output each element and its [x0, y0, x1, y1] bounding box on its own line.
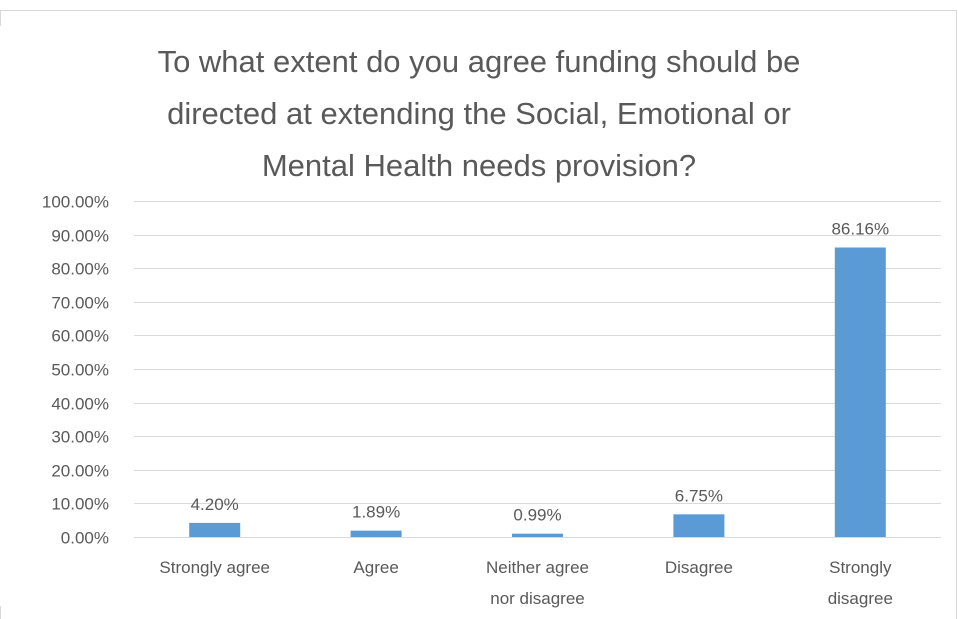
y-tick-label: 70.00% — [51, 294, 109, 313]
y-tick-label: 10.00% — [51, 495, 109, 514]
data-labels: 4.20% 1.89% 0.99% 6.75% 86.16% — [191, 220, 890, 525]
y-axis-tick-labels: 0.00% 10.00% 20.00% 30.00% 40.00% 50.00% 60.00… — [42, 193, 109, 548]
bars — [189, 247, 886, 538]
data-label: 4.20% — [191, 495, 239, 514]
y-tick-label: 30.00% — [51, 428, 109, 447]
category-labels: Strongly agree Agree Neither agree nor disa… — [159, 558, 892, 608]
data-label: 86.16% — [831, 220, 889, 239]
y-tick-label: 50.00% — [51, 361, 109, 380]
frame-edge — [0, 10, 1, 26]
y-tick-label: 100.00% — [42, 193, 109, 212]
bar — [512, 533, 563, 537]
frame-edge — [0, 606, 1, 619]
y-tick-label: 60.00% — [51, 327, 109, 346]
bar — [189, 522, 241, 537]
y-tick-label: 80.00% — [51, 260, 109, 279]
category-label: Strongly agree — [159, 558, 270, 577]
bar — [673, 514, 725, 537]
category-label: Strongly disagree — [828, 558, 893, 608]
data-label: 0.99% — [513, 506, 561, 525]
bar — [834, 247, 886, 538]
y-tick-label: 0.00% — [61, 529, 109, 548]
chart-title-line: directed at extending the Social, Emotio… — [167, 96, 791, 131]
bar — [350, 530, 402, 537]
chart-title-line: Mental Health needs provision? — [261, 148, 697, 183]
y-tick-label: 90.00% — [51, 227, 109, 246]
y-tick-label: 40.00% — [51, 395, 109, 414]
data-label: 6.75% — [675, 486, 723, 505]
chart-frame — [0, 10, 957, 619]
gridlines — [134, 201, 941, 504]
chart-title-line: To what extent do you agree funding shou… — [157, 44, 801, 79]
category-label: Disagree — [665, 558, 733, 577]
y-tick-label: 20.00% — [51, 462, 109, 481]
chart-title: To what extent do you agree funding shou… — [0, 36, 958, 192]
category-label: Agree — [353, 558, 398, 577]
data-label: 1.89% — [352, 503, 400, 522]
category-label: Neither agree nor disagree — [486, 558, 589, 608]
